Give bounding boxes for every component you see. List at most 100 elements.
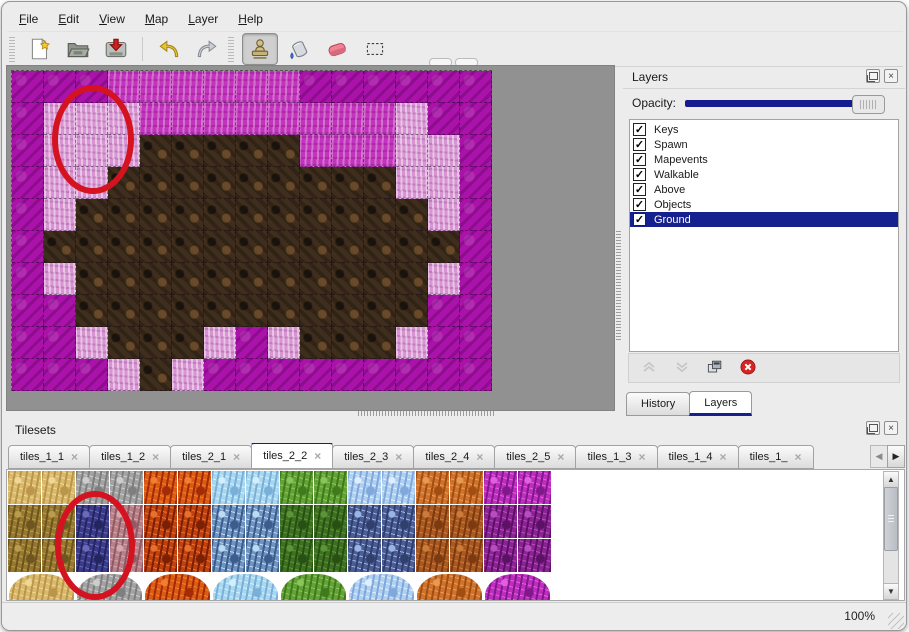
map-tile-3-11[interactable] xyxy=(364,167,396,199)
map-tile-3-4[interactable] xyxy=(140,167,172,199)
select-tool-button[interactable] xyxy=(358,34,392,64)
tileset-blob-ice[interactable] xyxy=(213,574,278,600)
map-tile-8-12[interactable] xyxy=(396,327,428,359)
map-tile-2-14[interactable] xyxy=(460,135,492,167)
map-tile-2-10[interactable] xyxy=(332,135,364,167)
fill-tool-button[interactable] xyxy=(282,34,316,64)
map-tile-4-3[interactable] xyxy=(108,199,140,231)
tileset-tile-lava[interactable] xyxy=(144,471,177,504)
map-tile-2-4[interactable] xyxy=(140,135,172,167)
map-tile-1-14[interactable] xyxy=(460,103,492,135)
layer-visibility-checkbox[interactable]: ✓ xyxy=(633,138,646,151)
tileset-tab-tiles_2_5[interactable]: tiles_2_5 × xyxy=(494,445,577,469)
map-tile-4-8[interactable] xyxy=(268,199,300,231)
layer-visibility-checkbox[interactable]: ✓ xyxy=(633,168,646,181)
map-tile-3-5[interactable] xyxy=(172,167,204,199)
save-button[interactable] xyxy=(99,34,133,64)
map-tile-2-6[interactable] xyxy=(204,135,236,167)
tileset-tile-ice[interactable] xyxy=(212,471,245,504)
map-tile-1-0[interactable] xyxy=(12,103,44,135)
tab-close-icon[interactable]: × xyxy=(638,450,646,464)
map-tile-8-6[interactable] xyxy=(204,327,236,359)
tileset-tile-drock[interactable] xyxy=(416,505,449,538)
map-tile-0-14[interactable] xyxy=(460,71,492,103)
map-tile-9-10[interactable] xyxy=(332,359,364,391)
map-tile-6-0[interactable] xyxy=(12,263,44,295)
map-tile-2-0[interactable] xyxy=(12,135,44,167)
map-tile-4-5[interactable] xyxy=(172,199,204,231)
map-tile-6-5[interactable] xyxy=(172,263,204,295)
delete-layer-button[interactable] xyxy=(738,357,758,380)
map-tile-6-4[interactable] xyxy=(140,263,172,295)
undo-button[interactable] xyxy=(152,34,186,64)
map-tile-9-6[interactable] xyxy=(204,359,236,391)
map-tile-8-9[interactable] xyxy=(300,327,332,359)
map-tile-4-13[interactable] xyxy=(428,199,460,231)
map-tile-4-1[interactable] xyxy=(44,199,76,231)
map-tile-9-3[interactable] xyxy=(108,359,140,391)
tileset-tab-tiles_2_3[interactable]: tiles_2_3 × xyxy=(332,445,415,469)
map-tile-3-12[interactable] xyxy=(396,167,428,199)
map-tile-9-5[interactable] xyxy=(172,359,204,391)
map-tile-4-6[interactable] xyxy=(204,199,236,231)
menu-help[interactable]: Help xyxy=(238,12,263,26)
map-tile-7-13[interactable] xyxy=(428,295,460,327)
tileset-tile-frost[interactable] xyxy=(246,539,279,572)
redo-button[interactable] xyxy=(190,34,224,64)
tab-close-icon[interactable]: × xyxy=(557,450,565,464)
tileset-tile-frost[interactable] xyxy=(212,539,245,572)
tileset-tab-tiles_1_2[interactable]: tiles_1_2 × xyxy=(89,445,172,469)
map-tile-7-2[interactable] xyxy=(76,295,108,327)
map-tile-8-3[interactable] xyxy=(108,327,140,359)
map-tile-5-12[interactable] xyxy=(396,231,428,263)
tileset-tab-tiles_1_[interactable]: tiles_1_ × xyxy=(737,445,814,469)
map-tile-5-13[interactable] xyxy=(428,231,460,263)
toolbar-drag-handle[interactable] xyxy=(228,36,234,62)
stamp-tool-button[interactable] xyxy=(242,33,278,65)
map-tile-7-0[interactable] xyxy=(12,295,44,327)
map-tile-3-14[interactable] xyxy=(460,167,492,199)
map-tile-3-8[interactable] xyxy=(268,167,300,199)
map-tile-3-9[interactable] xyxy=(300,167,332,199)
map-tile-6-6[interactable] xyxy=(204,263,236,295)
tileset-tile-web[interactable] xyxy=(518,471,551,504)
tileset-tile-dcrystal[interactable] xyxy=(348,505,381,538)
map-tile-6-7[interactable] xyxy=(236,263,268,295)
map-tile-4-12[interactable] xyxy=(396,199,428,231)
map-tile-2-12[interactable] xyxy=(396,135,428,167)
map-tile-0-0[interactable] xyxy=(12,71,44,103)
map-tile-7-9[interactable] xyxy=(300,295,332,327)
tileset-tile-dweb[interactable] xyxy=(484,539,517,572)
map-tile-0-12[interactable] xyxy=(396,71,428,103)
map-tile-6-3[interactable] xyxy=(108,263,140,295)
tileset-tile-ice[interactable] xyxy=(246,471,279,504)
tileset-tile-dvine[interactable] xyxy=(280,539,313,572)
scrollbar-thumb[interactable] xyxy=(884,487,898,551)
map-tile-2-9[interactable] xyxy=(300,135,332,167)
tileset-tile-crystal[interactable] xyxy=(348,471,381,504)
tileset-tile-dweb[interactable] xyxy=(518,505,551,538)
tileset-blob-vine[interactable] xyxy=(281,574,346,600)
map-tile-4-7[interactable] xyxy=(236,199,268,231)
map-tile-9-4[interactable] xyxy=(140,359,172,391)
map-tile-8-14[interactable] xyxy=(460,327,492,359)
menu-layer[interactable]: Layer xyxy=(188,12,219,26)
map-tile-5-6[interactable] xyxy=(204,231,236,263)
map-tile-2-11[interactable] xyxy=(364,135,396,167)
map-tile-6-14[interactable] xyxy=(460,263,492,295)
map-tile-3-13[interactable] xyxy=(428,167,460,199)
map-tile-1-6[interactable] xyxy=(204,103,236,135)
layer-visibility-checkbox[interactable]: ✓ xyxy=(633,198,646,211)
map-tile-0-13[interactable] xyxy=(428,71,460,103)
map-tile-5-2[interactable] xyxy=(76,231,108,263)
map-tile-0-7[interactable] xyxy=(236,71,268,103)
map-tile-2-13[interactable] xyxy=(428,135,460,167)
tab-close-icon[interactable]: × xyxy=(71,450,79,464)
tileset-tile-dvine[interactable] xyxy=(280,505,313,538)
map-tile-1-13[interactable] xyxy=(428,103,460,135)
map-tile-8-10[interactable] xyxy=(332,327,364,359)
tileset-blob-web[interactable] xyxy=(485,574,550,600)
tileset-tile-vine[interactable] xyxy=(314,471,347,504)
map-tile-7-8[interactable] xyxy=(268,295,300,327)
tileset-tile-dweb[interactable] xyxy=(484,505,517,538)
